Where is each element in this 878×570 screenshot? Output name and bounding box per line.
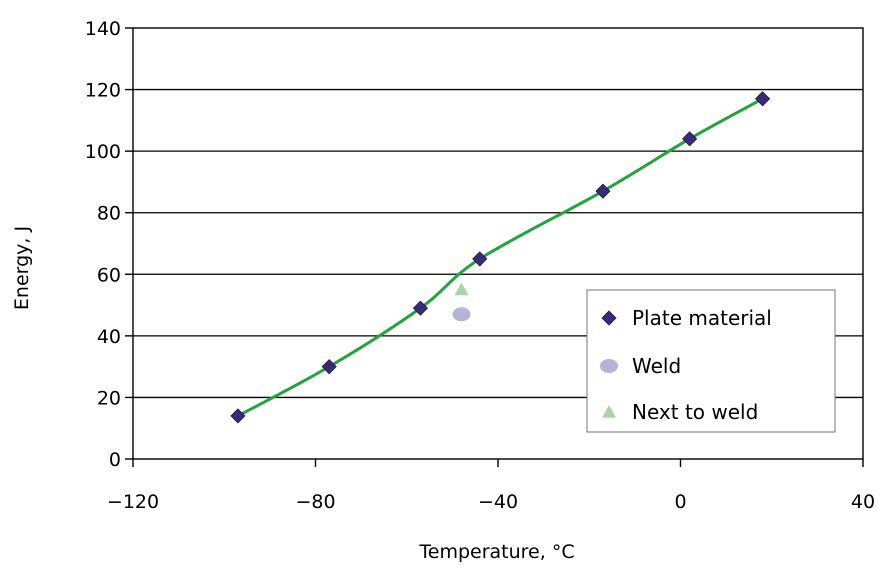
data-point-diamond <box>755 91 771 107</box>
x-axis-title: Temperature, °C <box>418 541 574 563</box>
data-point-diamond <box>321 359 337 375</box>
legend-marker-triangle <box>602 405 616 418</box>
y-tick-label: 20 <box>97 387 121 409</box>
data-point-circle <box>452 307 471 322</box>
legend-label: Weld <box>632 354 681 378</box>
legend-label: Next to weld <box>632 400 758 424</box>
y-tick-label: 60 <box>97 264 121 286</box>
x-tick-label: 40 <box>851 491 875 513</box>
y-tick-label: 0 <box>109 449 121 471</box>
data-point-triangle <box>454 282 469 296</box>
legend-label: Plate material <box>632 306 772 330</box>
y-tick-label: 120 <box>85 80 121 102</box>
legend-marker-diamond <box>601 310 617 326</box>
data-point-diamond <box>682 131 698 147</box>
data-point-diamond <box>595 183 611 199</box>
y-tick-label: 40 <box>97 326 121 348</box>
x-tick-label: −120 <box>107 491 159 513</box>
y-tick-label: 140 <box>85 18 121 40</box>
y-tick-label: 80 <box>97 203 121 225</box>
data-point-diamond <box>230 408 246 424</box>
legend-box <box>586 289 836 433</box>
x-tick-label: 0 <box>674 491 686 513</box>
data-point-diamond <box>412 300 429 316</box>
data-point-diamond <box>472 251 488 267</box>
y-tick-label: 100 <box>85 141 121 163</box>
legend-marker-circle <box>600 359 618 373</box>
y-axis-title: Energy, J <box>11 226 33 310</box>
x-tick-label: −40 <box>478 491 518 513</box>
x-tick-label: −80 <box>295 491 335 513</box>
